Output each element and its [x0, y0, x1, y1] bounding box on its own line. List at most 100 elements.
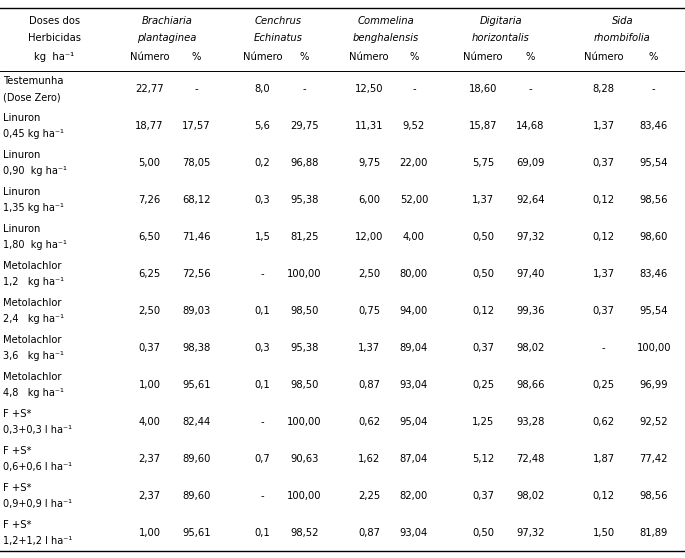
Text: 15,87: 15,87	[469, 121, 497, 131]
Text: 98,66: 98,66	[516, 380, 545, 390]
Text: Número: Número	[242, 52, 282, 62]
Text: 98,56: 98,56	[639, 195, 668, 205]
Text: Brachiaria: Brachiaria	[142, 16, 192, 26]
Text: 5,00: 5,00	[138, 158, 160, 168]
Text: 94,00: 94,00	[400, 306, 428, 316]
Text: 29,75: 29,75	[290, 121, 319, 131]
Text: Metolachlor: Metolachlor	[3, 335, 61, 345]
Text: plantaginea: plantaginea	[138, 33, 197, 44]
Text: 92,64: 92,64	[516, 195, 545, 205]
Text: 95,04: 95,04	[400, 417, 428, 427]
Text: 12,50: 12,50	[355, 84, 384, 94]
Text: 87,04: 87,04	[400, 454, 428, 464]
Text: 4,00: 4,00	[138, 417, 160, 427]
Text: 0,1: 0,1	[255, 306, 271, 316]
Text: 0,3: 0,3	[255, 343, 271, 353]
Text: 95,54: 95,54	[639, 158, 668, 168]
Text: 78,05: 78,05	[182, 158, 211, 168]
Text: 82,44: 82,44	[182, 417, 211, 427]
Text: 2,25: 2,25	[358, 491, 380, 501]
Text: 98,02: 98,02	[516, 491, 545, 501]
Text: Digitaria: Digitaria	[479, 16, 522, 26]
Text: 0,62: 0,62	[593, 417, 614, 427]
Text: 0,25: 0,25	[472, 380, 494, 390]
Text: -: -	[195, 84, 199, 94]
Text: 98,52: 98,52	[290, 528, 319, 538]
Text: 83,46: 83,46	[640, 269, 668, 279]
Text: 0,37: 0,37	[593, 306, 614, 316]
Text: 1,50: 1,50	[593, 528, 614, 538]
Text: Linuron: Linuron	[3, 150, 40, 160]
Text: Metolachlor: Metolachlor	[3, 261, 61, 271]
Text: 93,04: 93,04	[400, 380, 428, 390]
Text: 96,88: 96,88	[290, 158, 319, 168]
Text: 14,68: 14,68	[516, 121, 545, 131]
Text: 6,00: 6,00	[358, 195, 380, 205]
Text: 6,25: 6,25	[138, 269, 160, 279]
Text: 0,7: 0,7	[255, 454, 271, 464]
Text: 93,04: 93,04	[400, 528, 428, 538]
Text: 89,60: 89,60	[182, 491, 211, 501]
Text: 1,2   kg ha⁻¹: 1,2 kg ha⁻¹	[3, 277, 64, 287]
Text: %: %	[649, 52, 658, 62]
Text: F +S*: F +S*	[3, 519, 32, 530]
Text: 0,50: 0,50	[472, 232, 494, 242]
Text: %: %	[409, 52, 419, 62]
Text: 83,46: 83,46	[640, 121, 668, 131]
Text: Metolachlor: Metolachlor	[3, 298, 61, 308]
Text: 97,40: 97,40	[516, 269, 545, 279]
Text: 1,00: 1,00	[138, 380, 160, 390]
Text: 22,00: 22,00	[400, 158, 428, 168]
Text: 12,00: 12,00	[355, 232, 384, 242]
Text: 17,57: 17,57	[182, 121, 211, 131]
Text: 98,38: 98,38	[182, 343, 211, 353]
Text: 6,50: 6,50	[138, 232, 160, 242]
Text: 96,99: 96,99	[639, 380, 668, 390]
Text: 80,00: 80,00	[400, 269, 428, 279]
Text: 1,2+1,2 l ha⁻¹: 1,2+1,2 l ha⁻¹	[3, 536, 72, 546]
Text: 95,61: 95,61	[182, 528, 211, 538]
Text: kg  ha⁻¹: kg ha⁻¹	[34, 52, 74, 62]
Text: benghalensis: benghalensis	[353, 33, 419, 44]
Text: Sida: Sida	[612, 16, 633, 26]
Text: 1,00: 1,00	[138, 528, 160, 538]
Text: horizontalis: horizontalis	[472, 33, 530, 44]
Text: Metolachlor: Metolachlor	[3, 372, 61, 382]
Text: Número: Número	[584, 52, 623, 62]
Text: Linuron: Linuron	[3, 187, 40, 197]
Text: 0,37: 0,37	[593, 158, 614, 168]
Text: 0,45 kg ha⁻¹: 0,45 kg ha⁻¹	[3, 129, 64, 140]
Text: 0,12: 0,12	[593, 195, 614, 205]
Text: 0,3: 0,3	[255, 195, 271, 205]
Text: 100,00: 100,00	[636, 343, 671, 353]
Text: 0,12: 0,12	[593, 232, 614, 242]
Text: 100,00: 100,00	[287, 491, 321, 501]
Text: 1,37: 1,37	[593, 269, 614, 279]
Text: 0,12: 0,12	[472, 306, 494, 316]
Text: 0,9+0,9 l ha⁻¹: 0,9+0,9 l ha⁻¹	[3, 499, 72, 509]
Text: 5,6: 5,6	[255, 121, 271, 131]
Text: 1,35 kg ha⁻¹: 1,35 kg ha⁻¹	[3, 203, 64, 213]
Text: 0,2: 0,2	[255, 158, 271, 168]
Text: Doses dos: Doses dos	[29, 16, 79, 26]
Text: %: %	[525, 52, 535, 62]
Text: -: -	[652, 84, 656, 94]
Text: 22,77: 22,77	[135, 84, 164, 94]
Text: -: -	[528, 84, 532, 94]
Text: -: -	[261, 417, 264, 427]
Text: 1,80  kg ha⁻¹: 1,80 kg ha⁻¹	[3, 240, 66, 251]
Text: %: %	[192, 52, 201, 62]
Text: 0,37: 0,37	[138, 343, 160, 353]
Text: -: -	[412, 84, 416, 94]
Text: 89,60: 89,60	[182, 454, 211, 464]
Text: 95,61: 95,61	[182, 380, 211, 390]
Text: 0,6+0,6 l ha⁻¹: 0,6+0,6 l ha⁻¹	[3, 462, 72, 472]
Text: 0,50: 0,50	[472, 528, 494, 538]
Text: F +S*: F +S*	[3, 483, 32, 493]
Text: -: -	[261, 491, 264, 501]
Text: 5,12: 5,12	[472, 454, 494, 464]
Text: 1,25: 1,25	[472, 417, 494, 427]
Text: -: -	[261, 269, 264, 279]
Text: 98,60: 98,60	[640, 232, 668, 242]
Text: -: -	[601, 343, 606, 353]
